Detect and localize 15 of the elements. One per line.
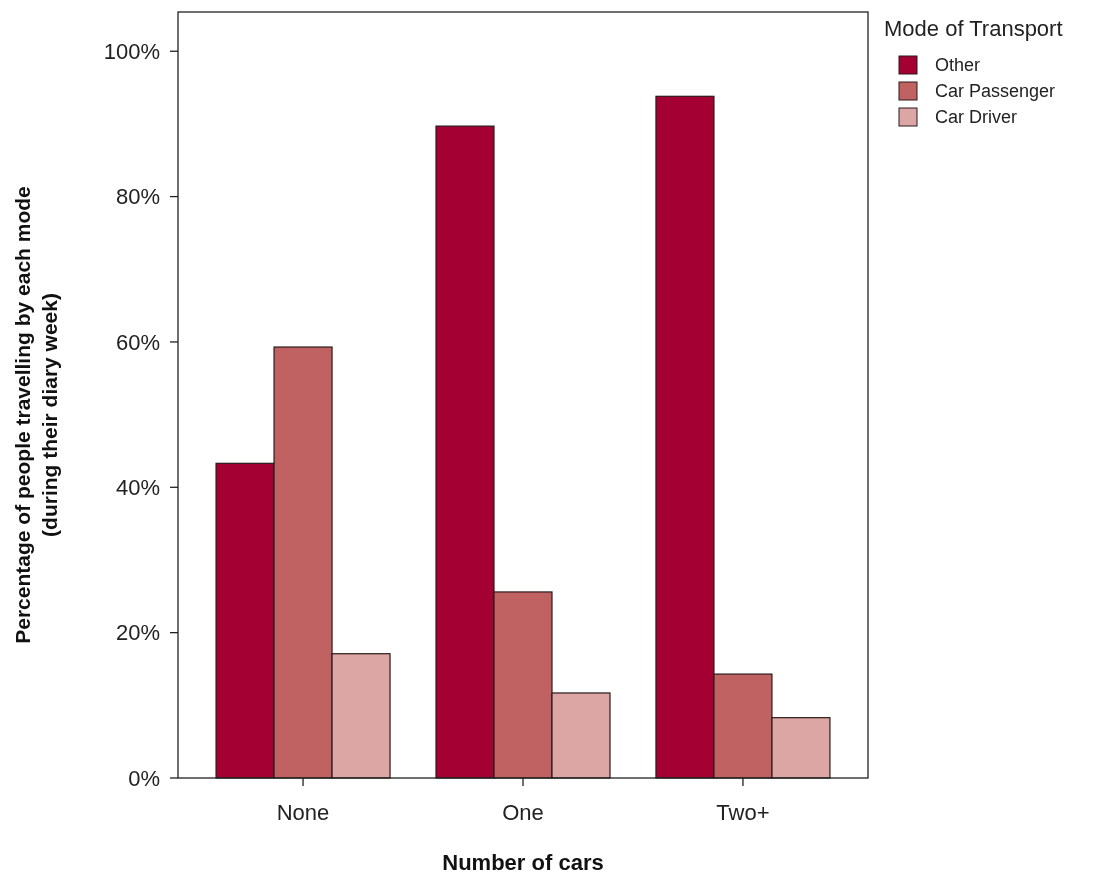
y-tick-label: 40%: [115, 475, 160, 500]
x-tick-label: Two+: [716, 800, 770, 825]
x-tick-label: One: [502, 800, 544, 825]
y-tick-label: 100%: [103, 38, 160, 64]
x-tick-label: None: [276, 800, 330, 825]
y-tick-label: 80%: [115, 184, 160, 210]
legend-label: Car Passenger: [935, 81, 1056, 102]
legend-label: Car Driver: [935, 107, 1018, 128]
legend-label: Other: [935, 55, 981, 76]
legend-title: Mode of Transport: [884, 15, 1063, 41]
y-axis-title: Percentage of people travelling by each mode (during their diary week): [11, 186, 61, 644]
x-axis-title: Number of cars: [442, 850, 604, 875]
y-tick-label: 60%: [115, 329, 160, 355]
y-tick-label: 20%: [115, 620, 160, 646]
y-tick-label: 0%: [128, 765, 160, 791]
